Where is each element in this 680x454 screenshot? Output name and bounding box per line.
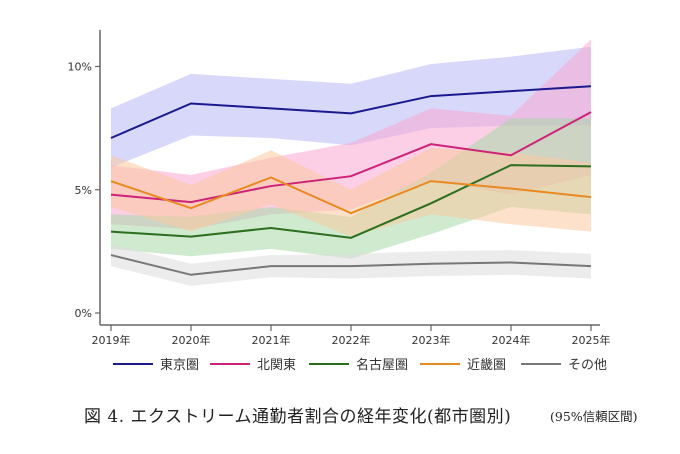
figure-caption: 図 4. エクストリーム通勤者割合の経年変化(都市圏別): [84, 407, 512, 427]
legend-label: 名古屋圏: [356, 357, 408, 373]
legend-label: 近畿圏: [467, 358, 506, 373]
legend-item-1: 北関東: [210, 357, 296, 373]
legend: 東京圏 北関東 名古屋圏 近畿圏 その他: [113, 357, 607, 373]
y-ticks: 0% 5% 10%: [68, 61, 100, 320]
x-tick-label: 2019年: [92, 333, 131, 347]
figure-caption-note: (95%信頼区間): [550, 409, 638, 424]
ci-band-series-3: [111, 147, 591, 237]
chart: 0%5%10% 2019年 2020年 2021年 2022年 2023年 2024年 20…: [68, 30, 611, 373]
ci-band-series-4: [111, 243, 591, 286]
legend-label: 東京圏: [160, 357, 199, 373]
x-ticks: 2019年 2020年 2021年 2022年 2023年 2024年 2025年: [92, 325, 611, 347]
x-tick-label: 2021年: [252, 333, 291, 347]
series-lines: [110, 85, 592, 276]
y-tick-label: 10%: [68, 61, 92, 74]
legend-item-4: その他: [521, 358, 607, 373]
x-tick-label: 2023年: [412, 333, 451, 347]
legend-label: その他: [568, 358, 607, 373]
x-tick-label: 2020年: [172, 333, 211, 347]
y-tick-label: 0%: [75, 307, 92, 320]
legend-item-3: 近畿圏: [420, 358, 506, 373]
legend-item-2: 名古屋圏: [309, 357, 408, 373]
confidence-bands: [111, 39, 591, 286]
x-tick-label: 2024年: [492, 333, 531, 347]
x-tick-label: 2025年: [572, 333, 611, 347]
ci-band-series-0: [111, 46, 591, 168]
legend-label: 北関東: [257, 357, 296, 373]
y-tick-label: 5%: [75, 184, 92, 197]
x-tick-label: 2022年: [332, 333, 371, 347]
legend-item-0: 東京圏: [113, 357, 199, 373]
